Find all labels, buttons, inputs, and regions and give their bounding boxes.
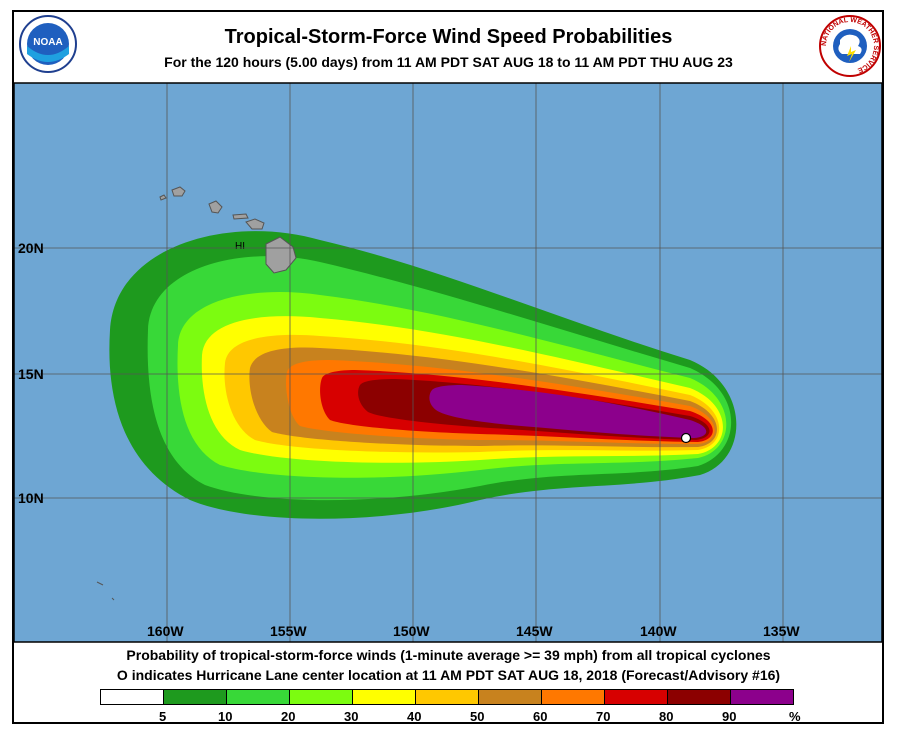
- footer-line-1: Probability of tropical-storm-force wind…: [126, 647, 771, 663]
- lat-label-20n: 20N: [18, 240, 44, 256]
- legend-swatch: [667, 689, 731, 705]
- legend-swatch: [730, 689, 794, 705]
- island-maui: [245, 218, 265, 230]
- lon-label-140w: 140W: [640, 623, 677, 639]
- lon-label-145w: 145W: [516, 623, 553, 639]
- legend-label: 90: [722, 709, 737, 724]
- legend-label: 40: [407, 709, 422, 724]
- lat-label-10n: 10N: [18, 490, 44, 506]
- prob-contour-90: [429, 385, 707, 438]
- island-nw-1: [96, 581, 104, 586]
- lon-label-160w: 160W: [147, 623, 184, 639]
- legend-swatch: [226, 689, 290, 705]
- legend-swatch: [163, 689, 227, 705]
- legend-label: 70: [596, 709, 611, 724]
- map-frame: [12, 10, 884, 724]
- legend-swatch: [604, 689, 668, 705]
- legend-label: 30: [344, 709, 359, 724]
- hawaii-islands: [96, 186, 297, 601]
- island-niihau: [159, 194, 167, 201]
- lon-label-135w: 135W: [763, 623, 800, 639]
- legend-label: 50: [470, 709, 485, 724]
- legend-label: 5: [159, 709, 167, 724]
- island-molokai: [232, 213, 249, 220]
- lon-label-155w: 155W: [270, 623, 307, 639]
- legend-swatch: [478, 689, 542, 705]
- island-oahu: [208, 200, 223, 214]
- legend-swatch: [352, 689, 416, 705]
- svg-text:NOAA: NOAA: [33, 37, 62, 48]
- legend-label: 60: [533, 709, 548, 724]
- lon-label-150w: 150W: [393, 623, 430, 639]
- legend-swatch: [289, 689, 353, 705]
- legend-swatch: [415, 689, 479, 705]
- legend-label: 20: [281, 709, 296, 724]
- page-title: Tropical-Storm-Force Wind Speed Probabil…: [224, 26, 673, 48]
- lat-label-15n: 15N: [18, 366, 44, 382]
- legend-label: 10: [218, 709, 233, 724]
- island-nw-2: [111, 597, 115, 601]
- footer-line-2: O indicates Hurricane Lane center locati…: [116, 667, 781, 683]
- legend-label: 80: [659, 709, 674, 724]
- nws-logo: NATIONAL WEATHER SERVICE: [819, 15, 881, 77]
- land-label-hi: HI: [235, 241, 245, 252]
- noaa-logo: NOAA: [19, 15, 77, 73]
- legend-label: %: [789, 709, 801, 724]
- grid-lines: [14, 83, 882, 642]
- island-big-island: [265, 236, 297, 274]
- page-subtitle: For the 120 hours (5.00 days) from 11 AM…: [164, 54, 733, 70]
- legend-swatch: [541, 689, 605, 705]
- storm-center-marker: [680, 432, 692, 444]
- island-kauai: [171, 186, 186, 197]
- legend-swatch: [100, 689, 164, 705]
